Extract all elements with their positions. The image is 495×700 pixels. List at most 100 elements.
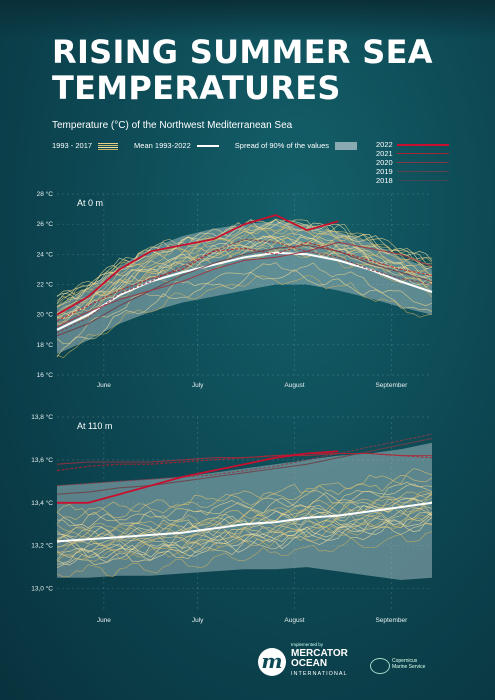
legend-spread-swatch <box>335 141 357 150</box>
legend-historic-label: 1993 - 2017 <box>52 141 93 150</box>
historic-line <box>56 481 433 527</box>
copernicus-label: Copernicus Marine Service <box>392 658 425 670</box>
panel-label: At 110 m <box>77 421 112 431</box>
y-tick-label: 16 °C <box>37 371 54 379</box>
y-tick-label: 20 °C <box>37 311 54 319</box>
chart-110m: 13,0 °C 13,2 °C 13,4 °C 13,6 °C 13,8 °C June J… <box>31 413 433 624</box>
footer-logos: m Implemented by MERCATOR OCEAN INTERNAT… <box>258 640 458 690</box>
y-tick-label: 22 °C <box>37 281 54 289</box>
legend-year-swatch <box>396 162 449 163</box>
mean-line <box>56 501 433 543</box>
implemented-by-label: Implemented by <box>291 642 324 647</box>
legend-item-historic: 1993 - 2017 <box>52 141 119 150</box>
spread-band <box>57 221 432 354</box>
historic-line <box>56 235 433 314</box>
page-title: RISING SUMMER SEA TEMPERATURES <box>52 34 433 106</box>
y-tick-label: 13,4 °C <box>31 499 53 507</box>
legend-item-spread: Spread of 90% of the values <box>235 141 357 150</box>
legend-item-mean: Mean 1993-2022 <box>134 141 219 150</box>
historic-line <box>56 234 433 320</box>
historic-line <box>57 241 433 325</box>
y-tick-label: 18 °C <box>37 341 54 349</box>
title-line-1: RISING SUMMER SEA <box>52 33 433 71</box>
legend-year-2020: 2020 <box>376 158 449 167</box>
historic-line <box>56 262 433 345</box>
legend-year-2019: 2019 <box>376 167 449 176</box>
x-tick-label: August <box>284 617 304 624</box>
legend-year-label: 2022 <box>376 140 393 149</box>
historic-line <box>56 226 433 307</box>
legend: 1993 - 2017 Mean 1993-2022 Spread of 90%… <box>52 141 373 150</box>
chart-subtitle: Temperature (°C) of the Northwest Medite… <box>52 120 293 131</box>
y-tick-label: 13,8 °C <box>31 413 53 421</box>
historic-line <box>56 228 433 316</box>
legend-year-label: 2018 <box>376 176 393 185</box>
historic-line <box>56 490 433 541</box>
mercator-line-1: MERCATOR <box>291 648 348 659</box>
mercator-name: MERCATOR OCEAN <box>291 649 348 669</box>
historic-line <box>56 269 433 358</box>
legend-year-2018: 2018 <box>376 176 449 185</box>
legend-spread-label: Spread of 90% of the values <box>234 141 329 150</box>
historic-line <box>56 522 433 568</box>
historic-line <box>56 497 433 541</box>
series-line-2021 <box>56 452 433 472</box>
historic-line <box>56 503 433 553</box>
historic-line <box>56 512 433 564</box>
x-tick-label: July <box>192 617 204 624</box>
series-line-2019 <box>56 238 433 334</box>
legend-year-swatch <box>396 180 449 181</box>
x-tick-label: June <box>97 382 111 389</box>
x-tick-label: September <box>375 382 408 389</box>
x-tick-label: July <box>192 382 204 389</box>
historic-line <box>56 274 433 359</box>
legend-year-2022: 2022 <box>376 140 449 149</box>
mercator-line-3: INTERNATIONAL <box>291 671 348 677</box>
series-line-2018 <box>56 437 433 495</box>
legend-year-2021: 2021 <box>376 149 449 158</box>
legend-historic-swatch <box>98 142 119 150</box>
historic-line <box>56 224 433 308</box>
x-tick-label: August <box>284 382 304 389</box>
legend-mean-label: Mean 1993-2022 <box>134 141 191 150</box>
legend-year-label: 2021 <box>376 149 393 158</box>
mercator-line-2: OCEAN <box>291 658 328 669</box>
historic-line <box>56 235 433 319</box>
historic-line <box>56 531 433 578</box>
title-line-2: TEMPERATURES <box>52 69 341 107</box>
y-tick-label: 13,2 °C <box>31 542 53 550</box>
panel-label: At 0 m <box>77 198 103 208</box>
historic-line <box>56 497 433 545</box>
legend-year-swatch <box>396 153 449 154</box>
legend-years: 2022 2021 2020 2019 2018 <box>376 140 449 185</box>
historic-line <box>56 506 433 554</box>
y-tick-label: 13,6 °C <box>31 456 53 464</box>
water-surface-background <box>0 0 495 40</box>
historic-line <box>56 238 433 320</box>
copernicus-line-1: Copernicus <box>392 658 418 664</box>
y-tick-label: 13,0 °C <box>31 585 53 593</box>
historic-line <box>56 514 433 562</box>
legend-year-swatch <box>396 171 449 172</box>
y-tick-label: 26 °C <box>37 220 54 228</box>
copernicus-line-2: Marine Service <box>392 664 426 670</box>
legend-year-label: 2019 <box>376 167 393 176</box>
historic-line <box>56 468 433 516</box>
historic-line <box>56 512 433 561</box>
x-tick-label: September <box>375 617 408 624</box>
copernicus-logo-icon <box>370 658 390 674</box>
y-tick-label: 24 °C <box>37 250 54 258</box>
series-line-2021 <box>56 241 433 322</box>
mercator-logo-icon: m <box>258 648 286 676</box>
legend-mean-swatch <box>196 144 219 147</box>
series-line-2022 <box>57 450 339 504</box>
historic-line <box>56 491 433 538</box>
y-tick-label: 28 °C <box>37 190 54 198</box>
x-tick-label: June <box>97 617 111 624</box>
series-line-2019 <box>56 433 433 487</box>
series-line-2018 <box>56 244 433 337</box>
historic-line <box>56 475 433 520</box>
chart-surface: 16 °C 18 °C 20 °C 22 °C 24 °C 26 °C 28 °C June J… <box>37 190 433 389</box>
series-line-2022 <box>56 214 339 316</box>
series-line-2020 <box>56 241 433 328</box>
